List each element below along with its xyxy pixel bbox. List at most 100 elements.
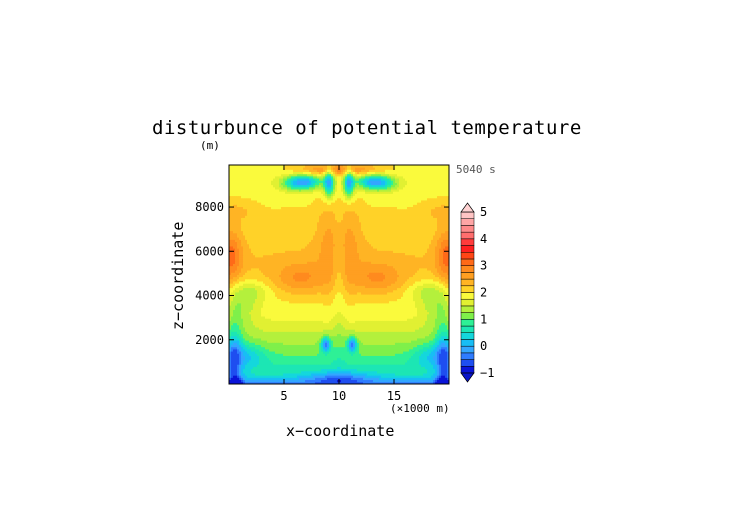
contour-cell xyxy=(281,379,284,383)
contour-cell xyxy=(295,333,298,337)
contour-cell xyxy=(423,344,426,348)
contour-cell xyxy=(391,346,394,350)
contour-cell xyxy=(323,316,326,319)
contour-cell xyxy=(279,333,282,337)
contour-cell xyxy=(401,322,404,326)
contour-cell xyxy=(233,366,236,370)
contour-cell xyxy=(383,346,386,350)
contour-cell xyxy=(447,307,450,310)
contour-cell xyxy=(245,300,248,304)
contour-cell xyxy=(281,292,284,295)
contour-cell xyxy=(425,364,428,367)
contour-cell xyxy=(259,311,262,315)
contour-cell xyxy=(233,329,236,332)
contour-cell xyxy=(417,338,420,341)
contour-cell xyxy=(321,359,324,363)
contour-cell xyxy=(403,318,406,321)
contour-cell xyxy=(359,342,362,345)
contour-cell xyxy=(345,316,348,319)
contour-cell xyxy=(323,300,326,304)
contour-cell xyxy=(387,377,390,381)
contour-cell xyxy=(289,353,292,356)
contour-cell xyxy=(251,307,254,310)
contour-cell xyxy=(271,300,274,304)
contour-cell xyxy=(397,348,400,352)
contour-cell xyxy=(251,364,254,367)
contour-cell xyxy=(431,379,434,383)
contour-cell xyxy=(421,311,424,315)
contour-cell xyxy=(355,338,358,341)
contour-cell xyxy=(321,333,324,337)
contour-cell xyxy=(405,377,408,381)
contour-cell xyxy=(317,357,320,361)
contour-cell xyxy=(429,377,432,381)
contour-cell xyxy=(259,333,262,337)
contour-cell xyxy=(247,324,250,328)
contour-cell xyxy=(401,348,404,352)
contour-cell xyxy=(433,368,436,372)
contour-cell xyxy=(237,368,240,372)
contour-cell xyxy=(343,324,346,328)
contour-cell xyxy=(269,292,272,295)
contour-cell xyxy=(319,377,322,381)
contour-cell xyxy=(415,316,418,319)
contour-cell xyxy=(273,353,276,356)
contour-cell xyxy=(255,346,258,350)
contour-cell xyxy=(399,335,402,339)
contour-cell xyxy=(385,302,388,306)
contour-cell xyxy=(333,362,336,365)
contour-cell xyxy=(435,316,438,319)
contour-cell xyxy=(369,331,372,335)
contour-cell xyxy=(433,322,436,326)
contour-cell xyxy=(409,296,412,299)
contour-cell xyxy=(381,307,384,310)
contour-cell xyxy=(323,370,326,374)
contour-cell xyxy=(437,359,440,363)
contour-cell xyxy=(417,327,420,330)
contour-cell xyxy=(317,353,320,356)
contour-cell xyxy=(431,351,434,354)
contour-cell xyxy=(435,313,438,317)
contour-cell xyxy=(395,381,398,385)
contour-cell xyxy=(371,370,374,374)
contour-cell xyxy=(381,340,384,343)
contour-cell xyxy=(257,351,260,354)
contour-cell xyxy=(333,302,336,306)
contour-cell xyxy=(285,362,288,365)
contour-cell xyxy=(249,351,252,354)
contour-cell xyxy=(295,362,298,365)
contour-cell xyxy=(313,302,316,306)
contour-cell xyxy=(351,311,354,315)
contour-cell xyxy=(387,313,390,317)
contour-cell xyxy=(315,318,318,321)
contour-cell xyxy=(437,364,440,367)
contour-cell xyxy=(299,366,302,370)
contour-cell xyxy=(381,348,384,352)
contour-cell xyxy=(391,307,394,310)
contour-cell xyxy=(237,379,240,383)
contour-cell xyxy=(277,292,280,295)
contour-cell xyxy=(261,294,264,297)
contour-cell xyxy=(361,335,364,339)
contour-cell xyxy=(303,342,306,345)
contour-cell xyxy=(309,294,312,297)
contour-cell xyxy=(301,368,304,372)
contour-cell xyxy=(329,353,332,356)
contour-cell xyxy=(253,322,256,326)
contour-cell xyxy=(273,359,276,363)
contour-cell xyxy=(355,342,358,345)
contour-cell xyxy=(253,309,256,313)
contour-cell xyxy=(335,377,338,381)
contour-cell xyxy=(433,373,436,376)
contour-cell xyxy=(241,338,244,341)
contour-cell xyxy=(355,373,358,376)
contour-cell xyxy=(309,302,312,306)
contour-cell xyxy=(447,329,450,332)
contour-cell xyxy=(237,362,240,365)
contour-cell xyxy=(275,370,278,374)
contour-cell xyxy=(267,344,270,348)
contour-cell xyxy=(321,322,324,326)
contour-cell xyxy=(337,296,340,299)
contour-cell xyxy=(319,338,322,341)
contour-cell xyxy=(313,307,316,310)
